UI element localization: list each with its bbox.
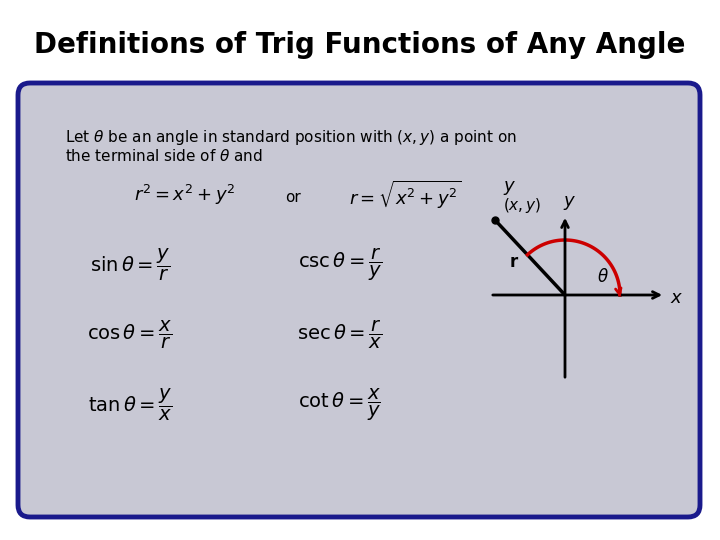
Text: $y$: $y$ [563,194,577,212]
Text: $\sec\theta = \dfrac{r}{x}$: $\sec\theta = \dfrac{r}{x}$ [297,319,383,351]
Text: $\theta$: $\theta$ [597,268,609,286]
Text: the terminal side of $\theta$ and: the terminal side of $\theta$ and [65,148,263,164]
Text: $r = \sqrt{x^2 + y^2}$: $r = \sqrt{x^2 + y^2}$ [348,179,462,211]
Text: $(x, y)$: $(x, y)$ [503,196,541,215]
Text: Definitions of Trig Functions of Any Angle: Definitions of Trig Functions of Any Ang… [35,31,685,59]
Text: $\mathbf{r}$: $\mathbf{r}$ [510,253,520,271]
Text: or: or [285,190,301,205]
Text: $\sin\theta = \dfrac{y}{r}$: $\sin\theta = \dfrac{y}{r}$ [89,247,171,283]
Text: $\csc\theta = \dfrac{r}{y}$: $\csc\theta = \dfrac{r}{y}$ [298,247,382,283]
Text: $\cos\theta = \dfrac{x}{r}$: $\cos\theta = \dfrac{x}{r}$ [87,319,173,351]
Text: $x$: $x$ [670,289,683,307]
FancyBboxPatch shape [18,83,700,517]
Text: $\tan\theta = \dfrac{y}{x}$: $\tan\theta = \dfrac{y}{x}$ [88,387,172,423]
Text: $\cot\theta = \dfrac{x}{y}$: $\cot\theta = \dfrac{x}{y}$ [299,387,382,423]
Text: $r^2 = x^2 + y^2$: $r^2 = x^2 + y^2$ [135,183,235,207]
Text: $y$: $y$ [503,179,517,197]
Text: Let $\theta$ be an angle in standard position with $(x, y)$ a point on: Let $\theta$ be an angle in standard pos… [65,128,517,147]
